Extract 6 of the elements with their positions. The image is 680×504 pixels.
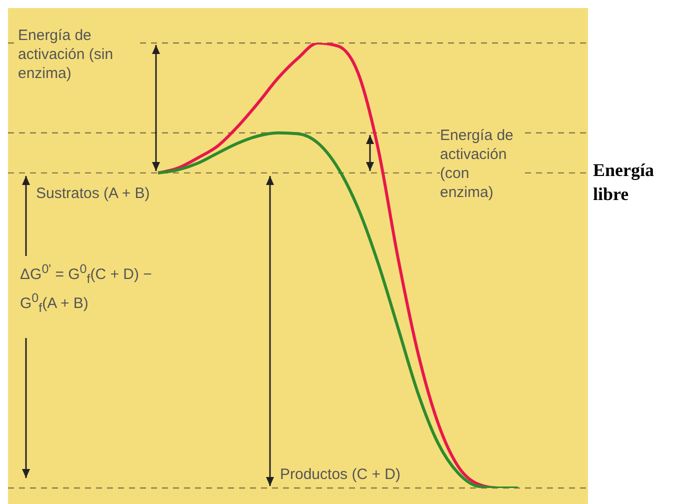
annotation: Energía de activación (con enzima) [440, 126, 525, 202]
annotation: Productos (C + D) [280, 465, 420, 484]
text: ΔG$^{0'}$ = G$^{0}$$_{f}$(C + D) − G$^{0}$$_{f}$(A + B) [20, 262, 152, 315]
annotation: Sustratos (A + B) [36, 184, 186, 203]
text: Energía de activación (sin enzima) [18, 26, 138, 83]
y-axis-title: Energía libre [593, 159, 655, 206]
